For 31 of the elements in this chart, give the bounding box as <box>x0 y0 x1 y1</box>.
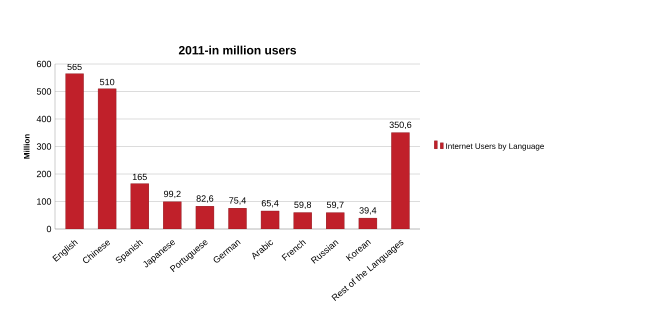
bar <box>196 206 214 229</box>
bar <box>260 210 280 229</box>
data-label: 99,2 <box>164 190 181 198</box>
data-label: 65,4 <box>262 200 279 208</box>
y-tick-label: 100 <box>37 198 52 205</box>
y-tick-label: 200 <box>36 170 52 178</box>
bar <box>163 202 182 229</box>
data-label: 510 <box>100 78 114 86</box>
bar <box>391 132 410 229</box>
data-label: 165 <box>132 174 147 180</box>
y-tick-label: 400 <box>36 116 52 122</box>
bar <box>326 212 344 229</box>
data-label: 82,6 <box>196 195 214 203</box>
bar <box>293 212 312 229</box>
legend-label: Internet Users by Language <box>446 143 544 151</box>
bar <box>358 218 377 229</box>
bar <box>130 183 149 229</box>
y-tick-label: 500 <box>36 88 52 95</box>
data-label: 350,6 <box>390 122 412 130</box>
y-axis-title: Million <box>24 134 30 159</box>
data-label: 39,4 <box>359 207 376 215</box>
data-label: 59,8 <box>294 202 312 210</box>
y-tick-label: 0 <box>46 226 52 232</box>
bar <box>98 88 116 229</box>
bar <box>228 208 247 229</box>
data-label: 59,7 <box>326 202 344 210</box>
y-tick-label: 300 <box>36 143 52 150</box>
chart-title: 2011-in million users <box>178 46 296 54</box>
bar <box>65 73 84 229</box>
y-tick-label: 600 <box>36 60 52 68</box>
data-label: 75,4 <box>229 197 246 205</box>
